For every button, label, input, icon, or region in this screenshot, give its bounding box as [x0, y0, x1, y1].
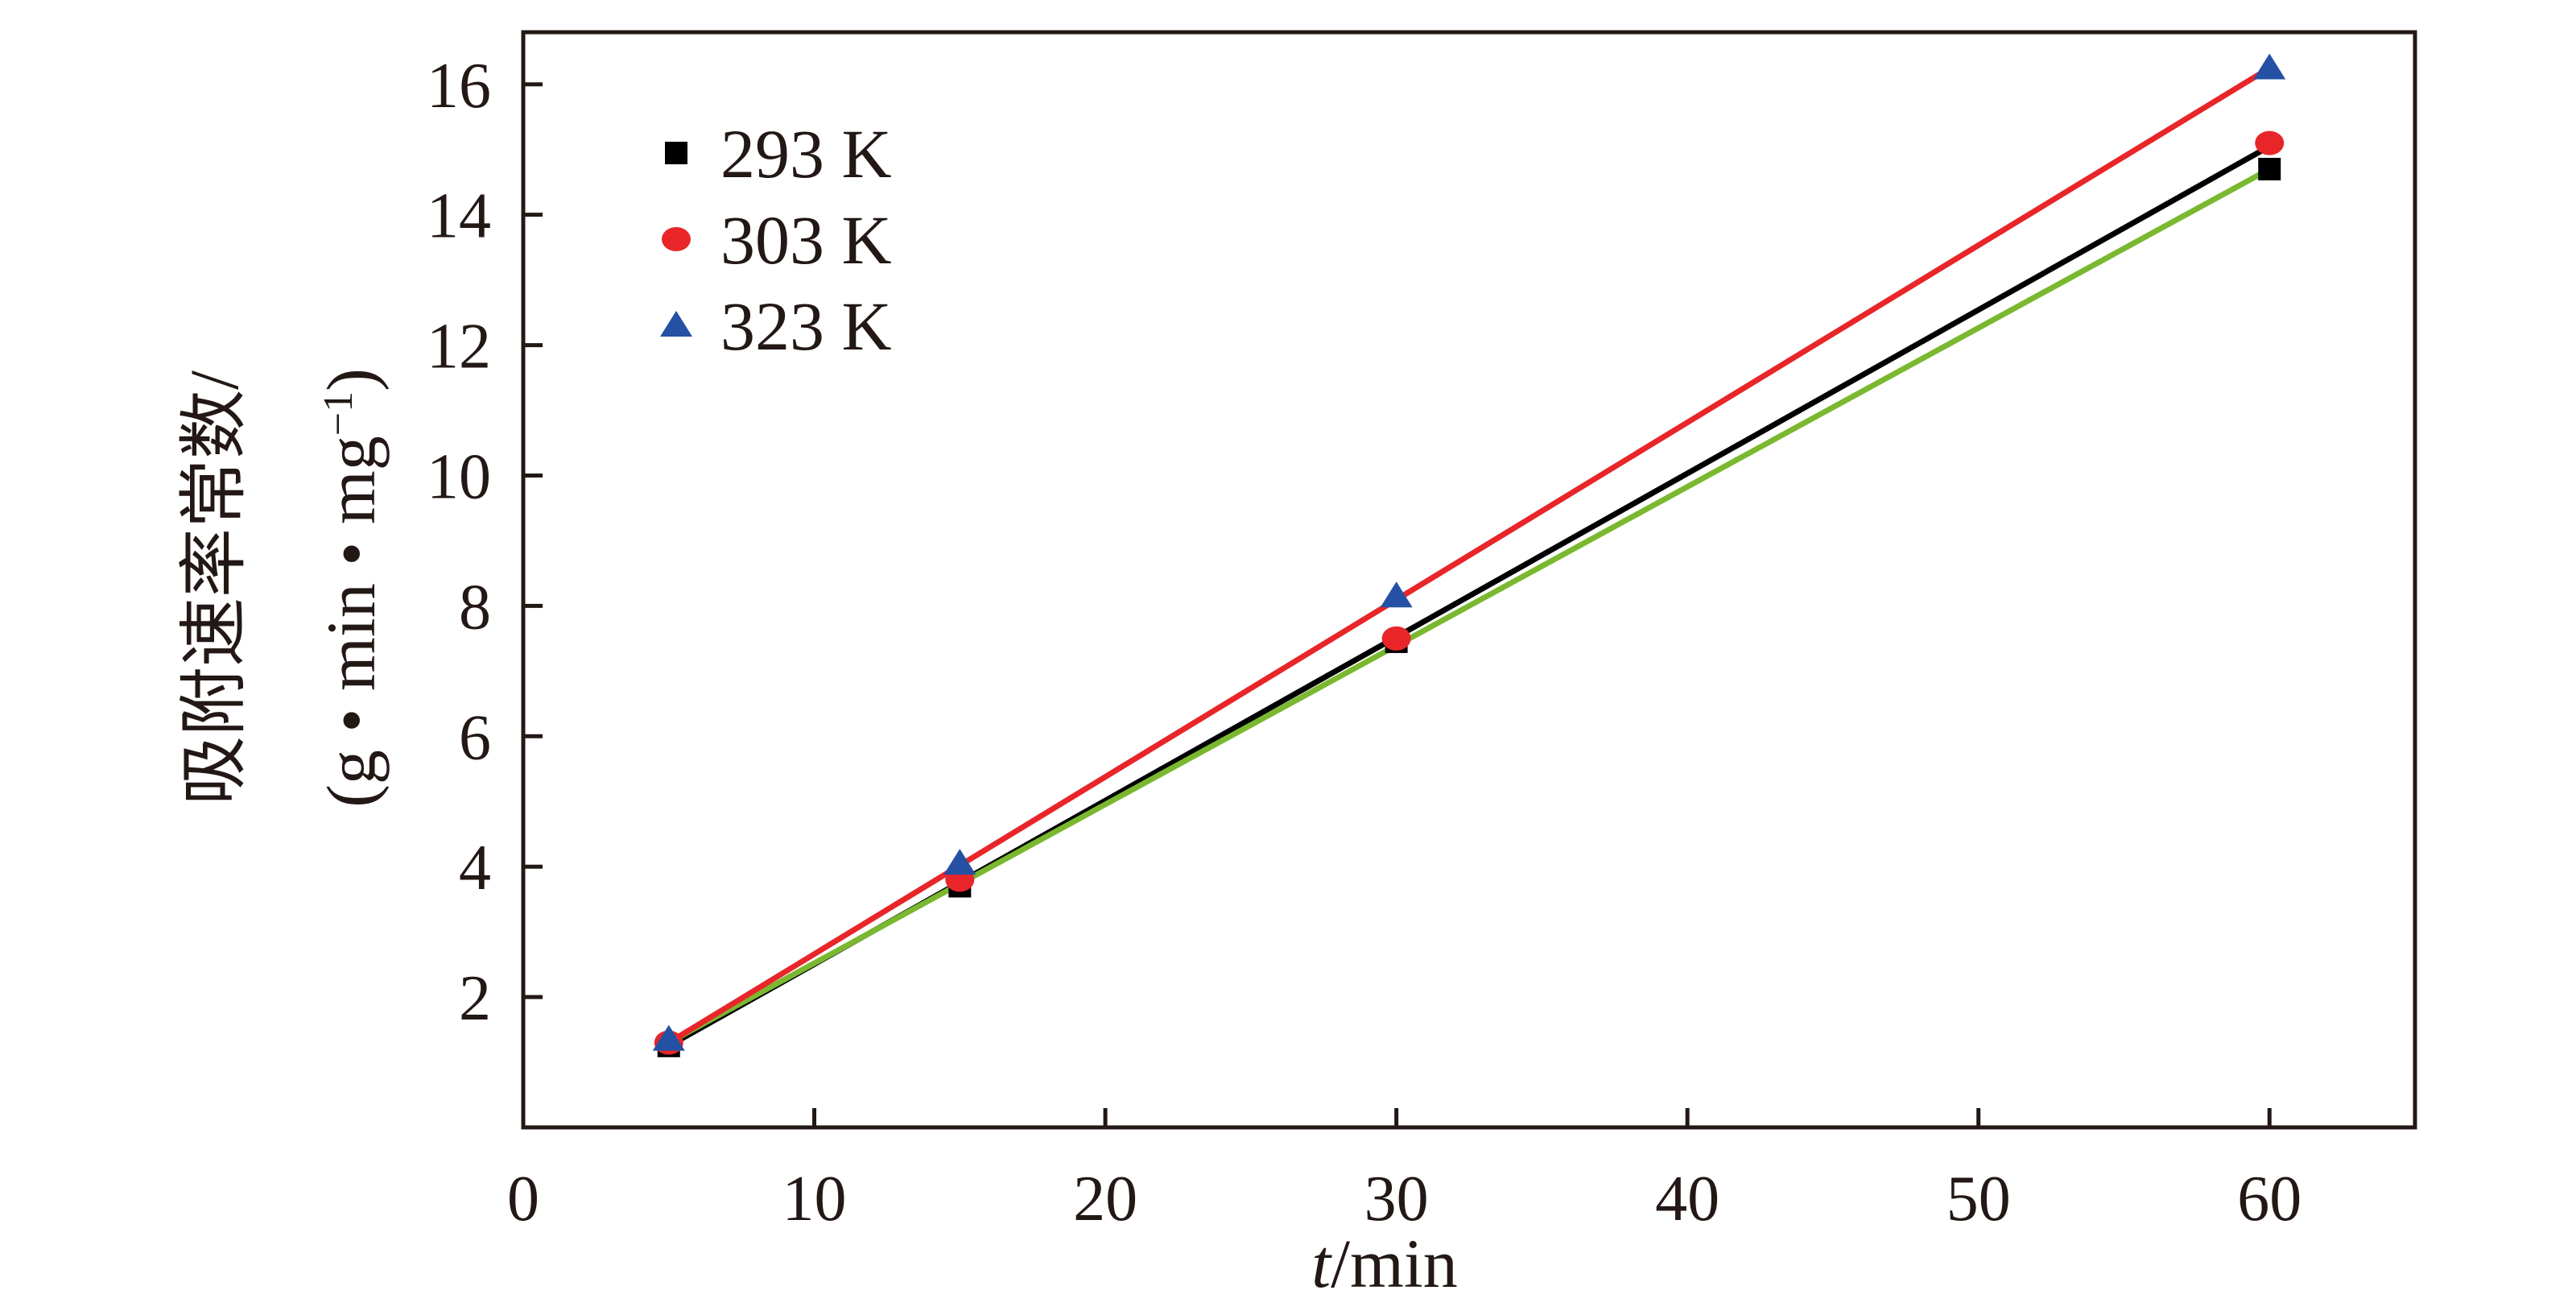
plot-frame [521, 30, 2417, 1130]
x-tick-label: 0 [507, 1164, 539, 1234]
x-axis-title: t/min [1311, 1225, 1458, 1302]
y-tick-label: 6 [459, 702, 491, 773]
data-point [2253, 53, 2286, 80]
fit-lines [666, 65, 2273, 1049]
legend-marker [665, 142, 687, 164]
fit-line [666, 65, 2273, 1046]
y-axis-title-line2: (g • min • mg−1) [312, 368, 390, 808]
x-tick-label: 30 [1364, 1164, 1429, 1234]
y-tick-label: 4 [459, 833, 491, 904]
y-tick-label: 2 [459, 963, 491, 1034]
legend-label: 323 K [720, 287, 892, 365]
legend-marker [662, 227, 691, 251]
x-tick-label: 50 [1946, 1164, 2011, 1234]
y-tick-label: 8 [459, 572, 491, 643]
y-tick-label: 12 [427, 312, 491, 383]
legend-label: 293 K [720, 115, 892, 192]
y-tick-label: 16 [427, 51, 491, 122]
x-tick-label: 60 [2237, 1164, 2301, 1234]
data-point [2258, 158, 2281, 180]
x-axis-ticks: 0 10 20 30 40 50 60 [507, 1108, 2301, 1234]
data-point [943, 849, 976, 875]
y-axis-ticks: 2 4 6 8 10 12 14 16 [427, 51, 543, 1034]
x-tick-label: 10 [782, 1164, 847, 1234]
data-point [2255, 130, 2285, 155]
y-tick-label: 10 [427, 441, 491, 512]
data-point [1380, 581, 1413, 608]
fit-line [666, 166, 2273, 1046]
legend: 293 K 303 K 323 K [660, 115, 892, 365]
x-tick-label: 40 [1655, 1164, 1719, 1234]
legend-marker [660, 311, 692, 337]
data-point [652, 1024, 685, 1051]
data-markers [652, 53, 2286, 1057]
y-axis-title-line1: 吸附速率常数/ [175, 370, 253, 805]
x-tick-label: 20 [1073, 1164, 1137, 1234]
data-point [1381, 626, 1411, 651]
legend-label: 303 K [720, 201, 892, 279]
y-tick-label: 14 [427, 181, 491, 252]
